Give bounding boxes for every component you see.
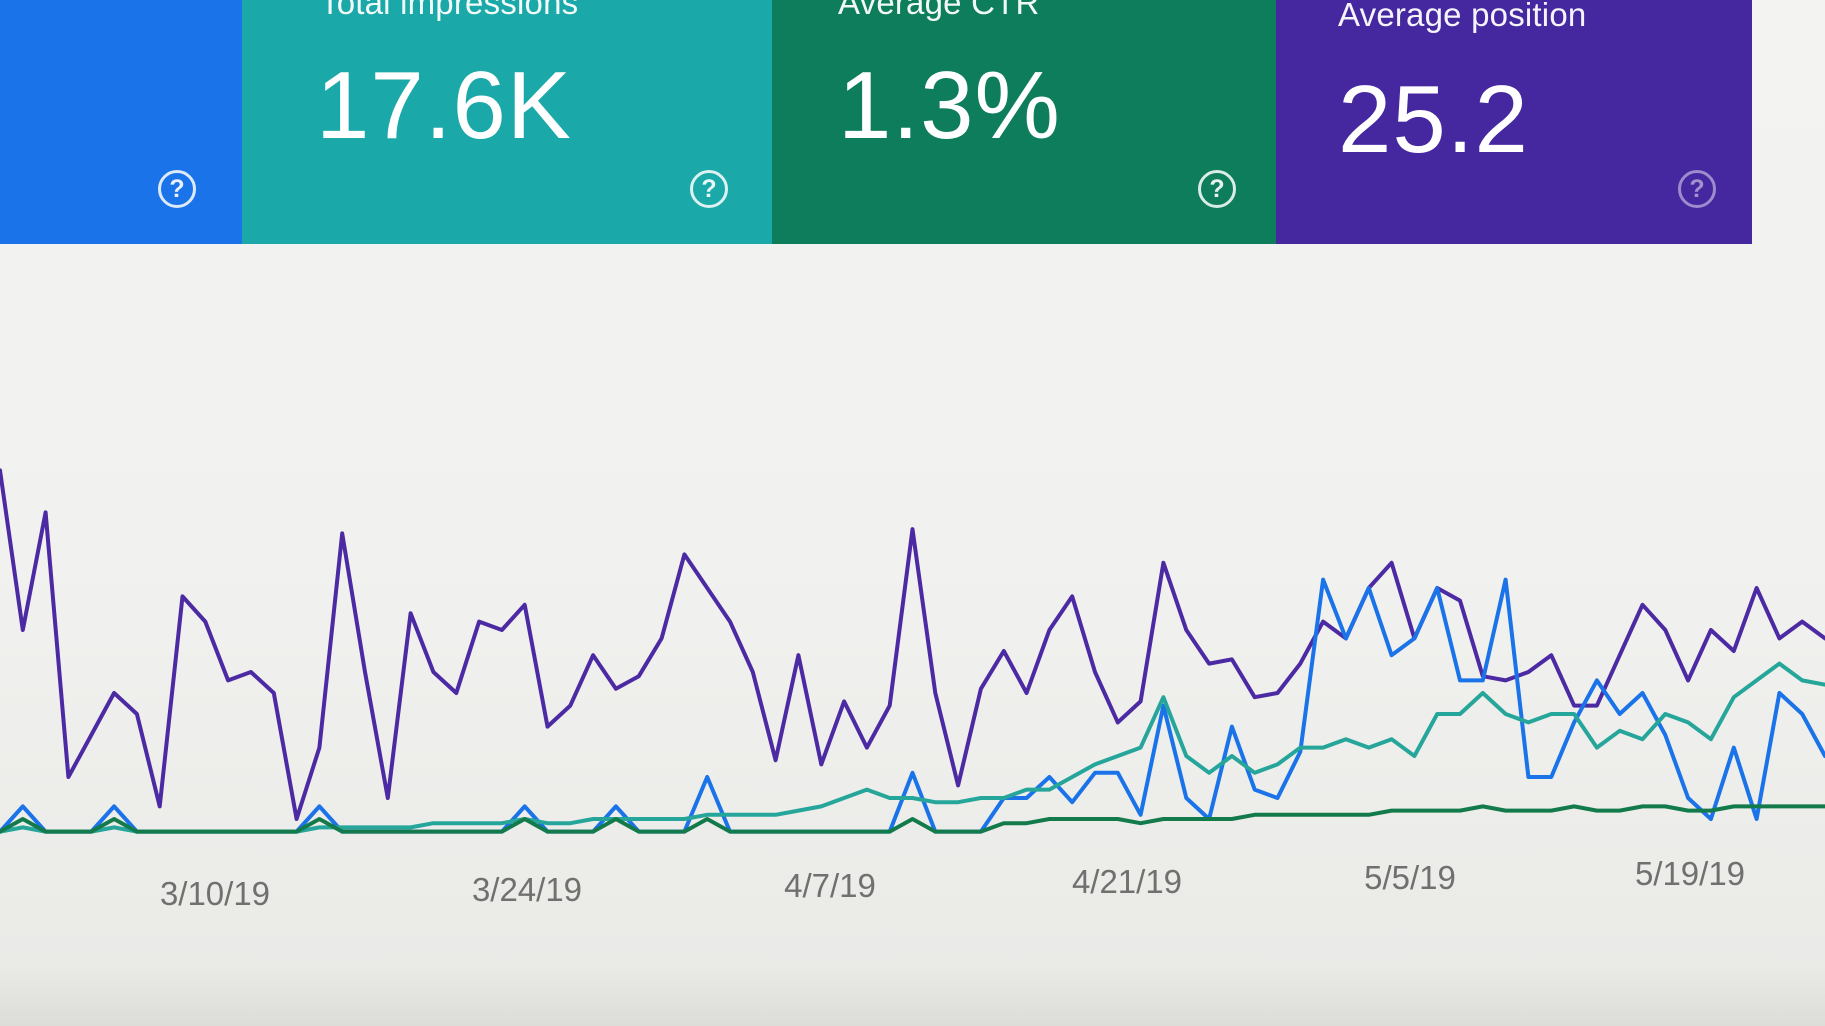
metric-label: Average CTR [838,0,1040,21]
help-icon[interactable]: ? [690,170,728,208]
x-tick-label: 5/19/19 [1635,855,1745,892]
series-line-1 [0,577,1825,834]
metric-value: 17.6K [316,52,572,159]
x-tick-label: 5/5/19 [1364,859,1456,896]
metric-card-average-position[interactable]: Average position 25.2 ? [1276,0,1752,244]
help-icon[interactable]: ? [1198,170,1236,208]
metric-cards: ? Total impressions 17.6K ? Average CTR … [0,0,1752,244]
x-tick-label: 4/7/19 [784,867,876,904]
metric-value: 1.3% [838,52,1061,159]
help-icon[interactable]: ? [1678,170,1716,208]
series-line-0 [0,468,1825,821]
metric-card-average-ctr[interactable]: Average CTR 1.3% ? [772,0,1276,244]
metric-card-total-clicks[interactable]: ? [0,0,242,244]
metric-value: 25.2 [1338,66,1529,173]
x-tick-label: 4/21/19 [1072,863,1182,900]
help-icon[interactable]: ? [158,170,196,208]
series-line-3 [0,804,1825,834]
metric-label: Average position [1338,0,1587,33]
x-tick-label: 3/24/19 [472,871,582,908]
metric-label: Total impressions [320,0,579,21]
metric-card-total-impressions[interactable]: Total impressions 17.6K ? [242,0,772,244]
screen-edge-shade [0,966,1825,1026]
series-line-2 [0,661,1825,834]
x-tick-label: 3/10/19 [160,875,270,912]
performance-line-chart: 3/10/19 3/24/19 4/7/19 4/21/19 5/5/19 5/19/19 [0,468,1825,912]
